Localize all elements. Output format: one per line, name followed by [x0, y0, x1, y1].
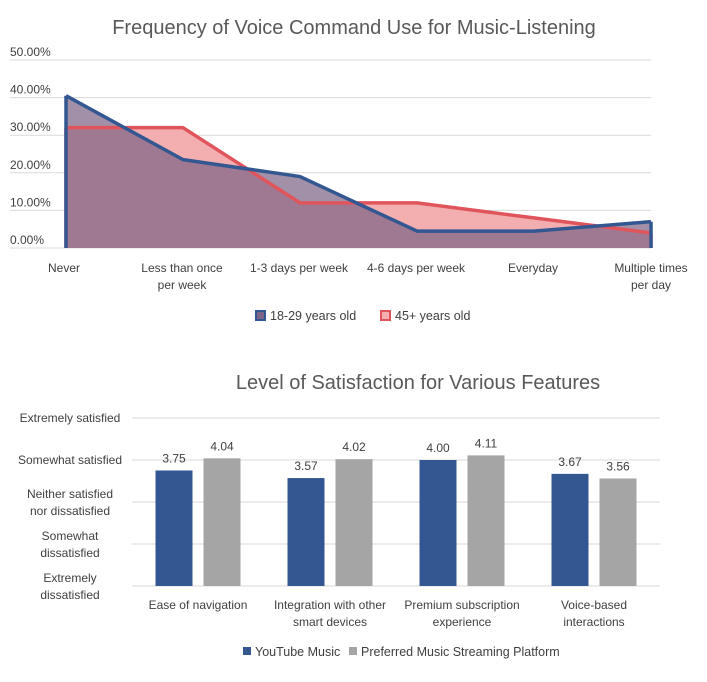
- bar-data-label: 3.57: [294, 459, 318, 473]
- legend-swatch-1: [349, 647, 357, 655]
- area-fill-1: [66, 95, 651, 248]
- bar-y-tick-label: Neither satisfied: [27, 487, 113, 501]
- area-x-tick-label: 4-6 days per week: [367, 261, 466, 275]
- area-y-tick-label: 40.00%: [10, 83, 51, 97]
- bar-1-3: [599, 478, 637, 586]
- bar-data-label: 4.11: [475, 436, 498, 450]
- area-y-tick-label: 20.00%: [10, 158, 51, 172]
- bar-x-tick-label: Premium subscription: [404, 598, 519, 612]
- bar-x-tick-label: interactions: [563, 615, 624, 629]
- bar-x-tick-label: Integration with other: [274, 598, 386, 612]
- area-y-tick-label: 30.00%: [10, 120, 51, 134]
- bar-chart-legend: YouTube Music Preferred Music Streaming P…: [243, 645, 560, 659]
- area-y-tick-label: 10.00%: [10, 195, 51, 209]
- bar-y-tick-label: Somewhat satisfied: [18, 453, 122, 467]
- area-chart: Frequency of Voice Command Use for Music…: [10, 17, 688, 323]
- bar-data-label: 4.04: [210, 439, 234, 453]
- area-y-tick-label: 0.00%: [10, 233, 44, 247]
- legend-label: Preferred Music Streaming Platform: [361, 645, 560, 659]
- area-line-1: [65, 94, 652, 233]
- bar-y-tick-label: dissatisfied: [40, 588, 99, 602]
- bar-0-2: [419, 460, 457, 586]
- bar-y-tick-label: Extremely: [43, 571, 96, 585]
- bar-x-tick-label: Voice-based: [561, 598, 627, 612]
- bar-data-label: 3.75: [162, 452, 186, 466]
- legend-swatch-0: [243, 647, 251, 655]
- bar-1-0: [203, 458, 241, 586]
- area-x-tick-label: per day: [631, 278, 671, 292]
- bar-y-tick-label: dissatisfied: [40, 546, 99, 560]
- bar-x-tick-label: experience: [433, 615, 492, 629]
- area-x-tick-label: Never: [48, 261, 80, 275]
- legend-swatch-0: [380, 310, 391, 321]
- area-x-tick-label: Everyday: [508, 261, 558, 275]
- area-x-tick-label: Less than once: [141, 261, 223, 275]
- legend-label: 18-29 years old: [270, 309, 356, 323]
- area-chart-legend: 18-29 years old 45+ years old: [255, 309, 470, 323]
- area-y-tick-label: 50.00%: [10, 45, 51, 59]
- area-x-tick-label: 1-3 days per week: [250, 261, 349, 275]
- legend-label: YouTube Music: [255, 645, 340, 659]
- bar-0-1: [287, 478, 325, 586]
- area-chart-title: Frequency of Voice Command Use for Music…: [112, 17, 596, 39]
- bar-x-tick-label: Ease of navigation: [149, 598, 248, 612]
- bar-data-label: 4.02: [342, 440, 366, 454]
- bar-y-tick-label: Extremely satisfied: [20, 411, 121, 425]
- bar-y-tick-label: nor dissatisfied: [30, 504, 110, 518]
- bar-chart: Level of Satisfaction for Various Featur…: [18, 372, 660, 659]
- bar-data-label: 3.56: [606, 459, 630, 473]
- bar-1-1: [335, 459, 373, 586]
- area-x-tick-label: Multiple times: [614, 261, 687, 275]
- bar-y-tick-label: Somewhat: [42, 529, 99, 543]
- bar-1-2: [467, 455, 505, 586]
- bar-data-label: 4.00: [426, 441, 450, 455]
- bar-data-label: 3.67: [558, 455, 582, 469]
- bar-0-0: [155, 470, 193, 586]
- bar-chart-title: Level of Satisfaction for Various Featur…: [236, 372, 600, 394]
- legend-swatch-1: [255, 310, 266, 321]
- area-x-tick-label: per week: [158, 278, 208, 292]
- legend-label: 45+ years old: [395, 309, 470, 323]
- bar-0-3: [551, 473, 589, 586]
- bar-x-tick-label: smart devices: [293, 615, 367, 629]
